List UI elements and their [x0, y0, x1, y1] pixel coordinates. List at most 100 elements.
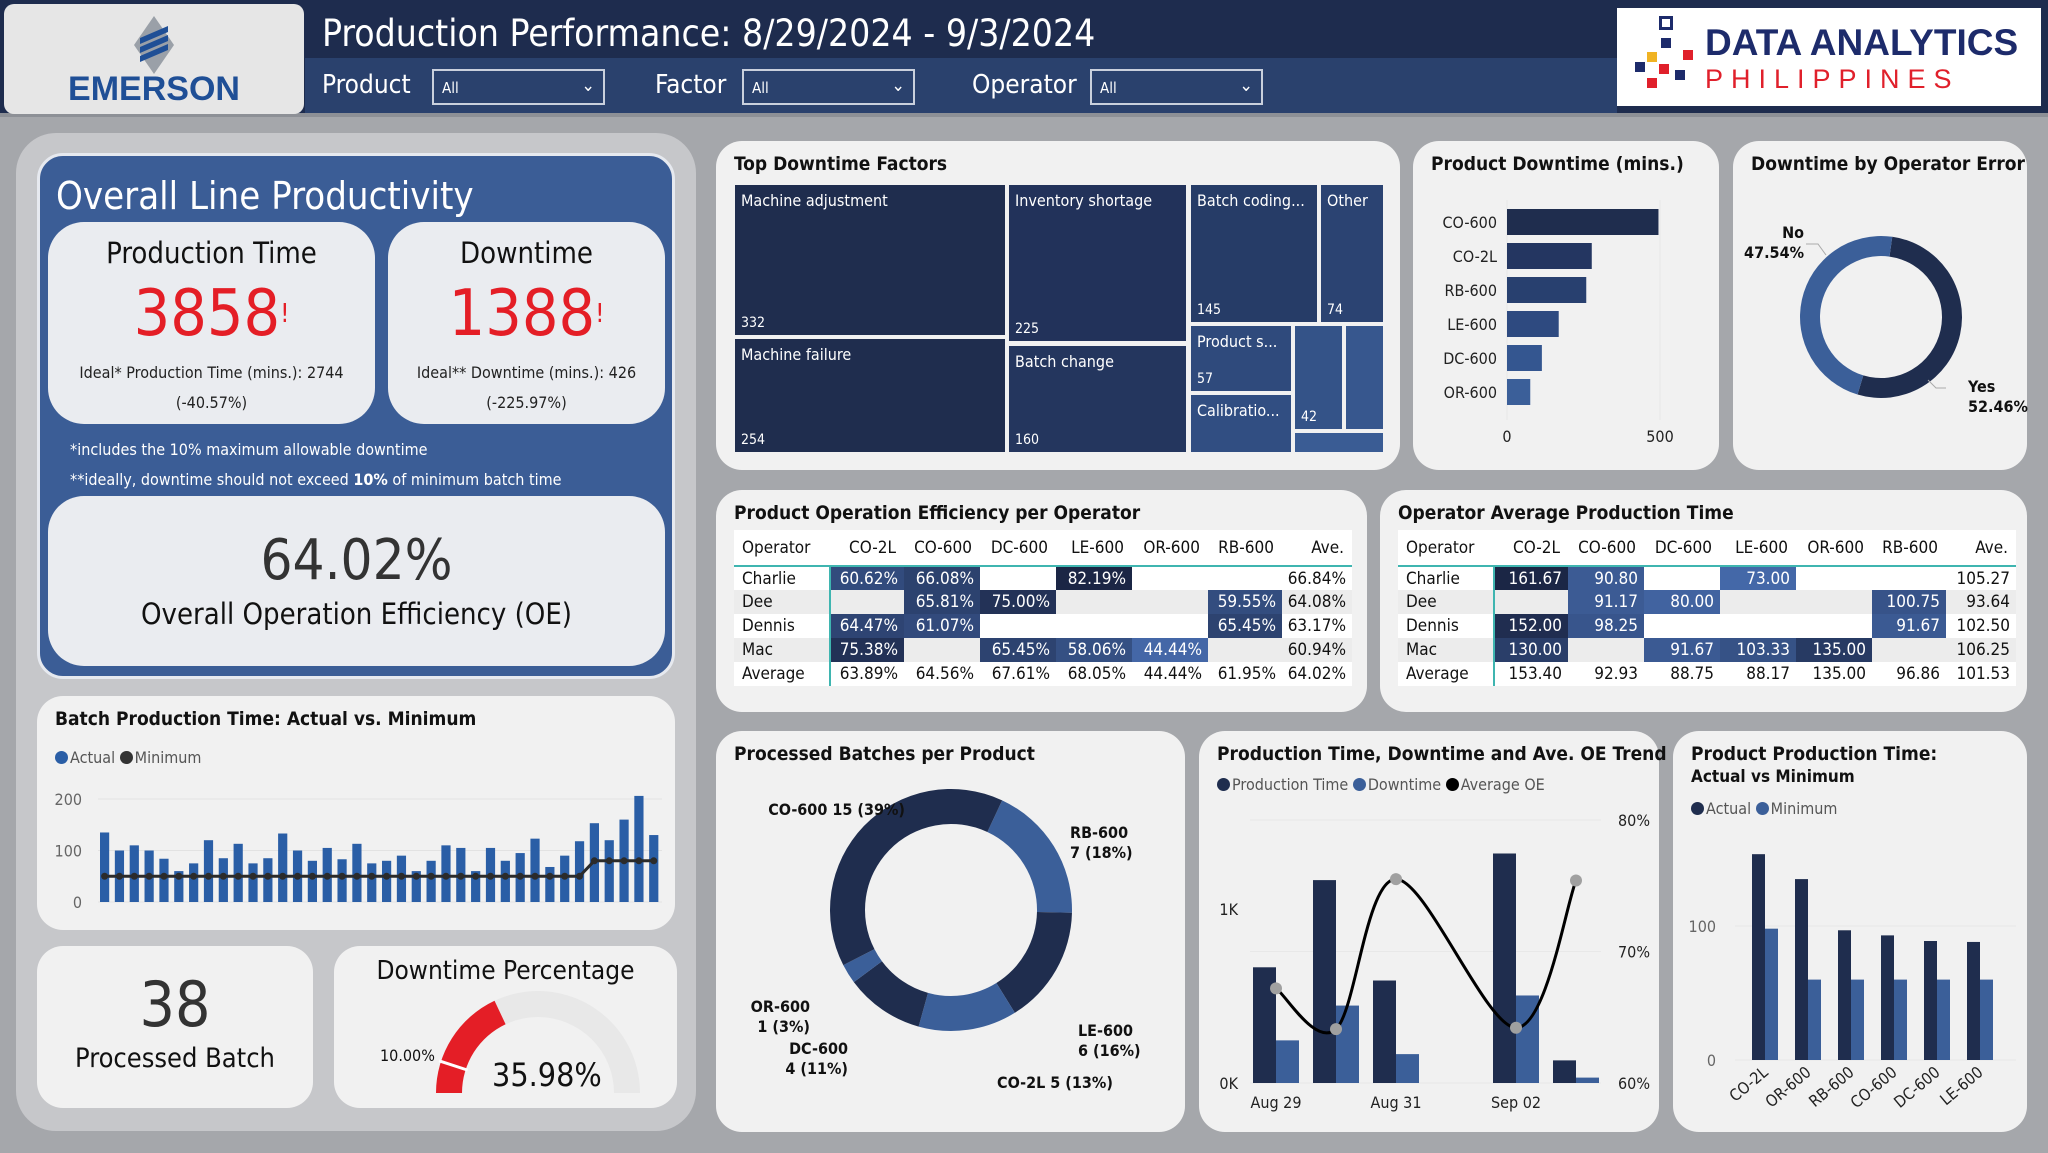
table-cell: [1644, 566, 1720, 590]
data-analytics-philippines-logo: DATA ANALYTICS PHILIPPINES: [1617, 8, 2041, 106]
treemap-tile[interactable]: Machine adjustment 332: [734, 184, 1006, 336]
legend-dot-icon: [119, 751, 133, 764]
table-cell: 88.75: [1644, 662, 1720, 686]
production-time-kpi: Production Time 3858! Ideal* Production …: [48, 222, 375, 424]
column-header[interactable]: DC-600: [1644, 530, 1720, 567]
treemap-tile[interactable]: Machine failure 254: [734, 338, 1006, 453]
table-row: Charlie 161.67 90.80 73.00 105.27: [1398, 566, 2016, 590]
tile-label: Inventory shortage: [1015, 191, 1153, 210]
table-cell: [1132, 590, 1208, 614]
ideal-production-time: Ideal* Production Time (mins.): 2744: [79, 363, 344, 382]
table-cell: 153.40: [1494, 662, 1568, 686]
time-table-title: Operator Average Production Time: [1398, 502, 1734, 524]
table-cell: [1132, 614, 1208, 638]
batches-per-product-card: Processed Batches per Product: [716, 731, 1185, 1132]
operator-filter-value: All: [1100, 79, 1117, 97]
table-cell: Average: [1398, 662, 1495, 686]
downtime-percentage-card: Downtime Percentage 10.00% 35.98%: [334, 946, 677, 1108]
table-row: Dennis 152.00 98.25 91.67 102.50: [1398, 614, 2016, 638]
table-row: Dee 91.17 80.00 100.75 93.64: [1398, 590, 2016, 614]
operator-error-title: Downtime by Operator Error: [1751, 153, 2025, 175]
column-header[interactable]: RB-600: [1208, 530, 1282, 567]
treemap-tile[interactable]: Batch change 160: [1008, 345, 1187, 453]
table-row: Dee 65.81% 75.00% 59.55% 64.08%: [734, 590, 1352, 614]
legend-actual: Actual: [1706, 799, 1752, 818]
column-header[interactable]: OR-600: [1132, 530, 1208, 567]
treemap-tile[interactable]: [1345, 325, 1384, 430]
table-cell: [1796, 590, 1872, 614]
legend-dot-icon: [1691, 802, 1704, 815]
operator-filter-dropdown[interactable]: All ⌄: [1090, 69, 1263, 105]
table-cell: 91.67: [1872, 614, 1946, 638]
treemap-tile[interactable]: Inventory shortage 225: [1008, 184, 1187, 342]
column-header[interactable]: CO-600: [1568, 530, 1644, 567]
tile-value: 332: [741, 315, 766, 331]
column-header[interactable]: OR-600: [1796, 530, 1872, 567]
batch-legend: Actual Minimum: [55, 748, 201, 767]
overall-line-productivity-card: Overall Line Productivity Production Tim…: [37, 153, 675, 679]
table-cell: 75.00%: [980, 590, 1056, 614]
column-header[interactable]: Ave.: [1946, 530, 2016, 567]
tile-label: Batch change: [1015, 352, 1114, 371]
treemap-tile[interactable]: 42: [1294, 325, 1343, 430]
alert-icon: !: [595, 299, 605, 329]
table-row: Charlie 60.62% 66.08% 82.19% 66.84%: [734, 566, 1352, 590]
table-cell: [830, 590, 904, 614]
column-header[interactable]: Ave.: [1282, 530, 1352, 567]
table-cell: 91.67: [1644, 638, 1720, 662]
product-time-legend: Actual Minimum: [1691, 799, 1837, 818]
dap-logo-line1: DATA ANALYTICS: [1705, 22, 2019, 63]
table-cell: [1568, 638, 1644, 662]
table-cell: 103.33: [1720, 638, 1796, 662]
legend-dot-icon: [1352, 778, 1366, 791]
oe-table-title: Product Operation Efficiency per Operato…: [734, 502, 1141, 524]
dap-logo-line2: PHILIPPINES: [1705, 64, 1960, 94]
column-header[interactable]: RB-600: [1872, 530, 1946, 567]
treemap-tile[interactable]: [1294, 432, 1384, 453]
production-time-value: 3858: [133, 277, 281, 351]
table-cell: [1644, 614, 1720, 638]
treemap-title: Top Downtime Factors: [734, 153, 948, 175]
column-header[interactable]: CO-2L: [830, 530, 904, 567]
tile-value: 254: [741, 432, 766, 448]
table-cell: 92.93: [1568, 662, 1644, 686]
table-cell: [1720, 590, 1796, 614]
treemap-tile[interactable]: Product s... 57: [1190, 325, 1292, 392]
top-downtime-factors-card: Top Downtime Factors Machine adjustment 3…: [716, 141, 1400, 470]
footnote-2-bold: 10%: [353, 470, 388, 489]
table-cell: 64.02%: [1282, 662, 1352, 686]
table-cell: [1494, 590, 1568, 614]
table-cell: 75.38%: [830, 638, 904, 662]
factor-filter-dropdown[interactable]: All ⌄: [742, 69, 915, 105]
legend-average-oe: Average OE: [1460, 775, 1545, 794]
downtime-label: Downtime: [460, 236, 593, 270]
treemap-tile[interactable]: Batch coding... 145: [1190, 184, 1318, 323]
table-cell: 64.47%: [830, 614, 904, 638]
treemap-tile[interactable]: Other 74: [1320, 184, 1384, 323]
column-header[interactable]: LE-600: [1720, 530, 1796, 567]
column-header[interactable]: Operator: [1398, 530, 1494, 567]
legend-minimum: Minimum: [134, 748, 202, 767]
column-header[interactable]: LE-600: [1056, 530, 1132, 567]
product-time-subtitle: Actual vs Minimum: [1691, 767, 1855, 787]
table-cell: 60.94%: [1282, 638, 1352, 662]
batch-production-card: Batch Production Time: Actual vs. Minimu…: [37, 696, 675, 930]
table-cell: 88.17: [1720, 662, 1796, 686]
table-cell: [1208, 638, 1282, 662]
table-cell: 135.00: [1796, 662, 1872, 686]
product-filter-dropdown[interactable]: All ⌄: [432, 69, 605, 105]
table-cell: 64.56%: [904, 662, 980, 686]
column-header[interactable]: CO-600: [904, 530, 980, 567]
column-header[interactable]: DC-600: [980, 530, 1056, 567]
table-cell: 73.00: [1720, 566, 1796, 590]
table-cell: [1132, 566, 1208, 590]
emerson-logo-text: EMERSON: [68, 70, 240, 108]
table-cell: 96.86: [1872, 662, 1946, 686]
page-title: Production Performance: 8/29/2024 - 9/3/…: [322, 12, 1096, 55]
column-header[interactable]: Operator: [734, 530, 830, 567]
column-header[interactable]: CO-2L: [1494, 530, 1568, 567]
treemap-tile[interactable]: Calibratio...: [1190, 394, 1292, 453]
overall-line-productivity-title: Overall Line Productivity: [56, 174, 474, 218]
gauge-target-label: 10.00%: [380, 1046, 435, 1065]
footnote-2-tail: of minimum batch time: [387, 470, 562, 489]
